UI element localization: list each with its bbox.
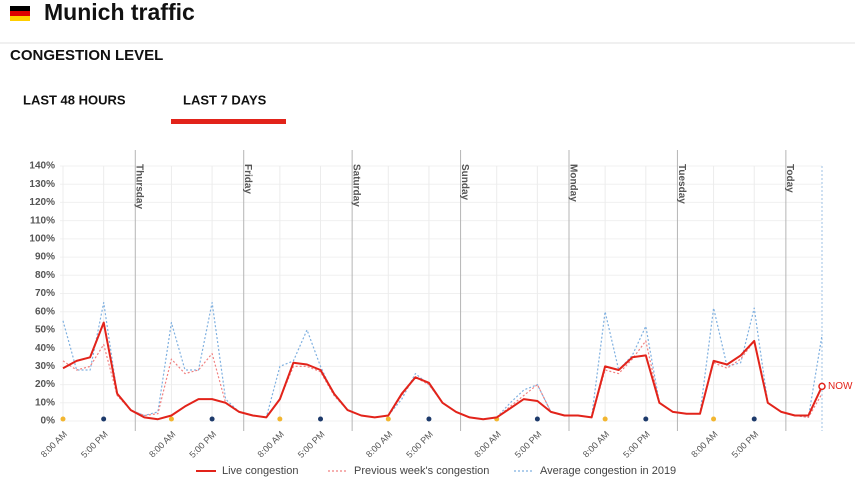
y-tick-label: 90% [35,252,55,263]
y-tick-label: 70% [35,288,55,299]
y-tick-label: 30% [35,361,55,372]
y-tick-label: 50% [35,325,55,336]
day-label: Friday [242,164,253,194]
y-tick-label: 100% [29,233,55,244]
time-dot [602,416,608,422]
x-tick-label: 5:00 PM [404,429,435,460]
day-label: Tuesday [676,164,687,204]
tab[interactable]: LAST 7 DAYS [183,92,267,107]
flag-stripe [10,11,30,16]
time-dot [385,416,391,422]
x-tick-label: 8:00 AM [256,429,286,459]
time-dot [751,416,757,422]
x-tick-label: 5:00 PM [513,429,544,460]
time-dot [209,416,215,422]
x-tick-label: 5:00 PM [621,429,652,460]
section-title: CONGESTION LEVEL [10,47,163,64]
day-label: Saturday [351,164,362,207]
active-tab-underline [171,119,286,124]
time-dot [711,416,717,422]
x-tick-label: 5:00 PM [296,429,327,460]
time-dot [101,416,107,422]
now-marker [818,382,826,391]
legend-label: Previous week's congestion [354,465,489,477]
time-dot [168,416,174,422]
y-tick-label: 80% [35,270,55,281]
x-tick-label: 5:00 PM [730,429,761,460]
y-tick-label: 10% [35,397,55,408]
day-label: Thursday [134,164,145,209]
day-label: Today [784,164,795,193]
x-tick-label: 5:00 PM [79,429,110,460]
series-line [62,321,823,421]
x-tick-label: 8:00 AM [39,429,69,459]
page-title: Munich traffic [44,0,195,25]
day-label: Monday [567,164,578,202]
x-tick-label: 8:00 AM [147,429,177,459]
x-tick-label: 8:00 AM [472,429,502,459]
x-tick-label: 8:00 AM [581,429,611,459]
y-tick-label: 140% [29,161,55,172]
y-tick-label: 40% [35,343,55,354]
time-dot [318,416,324,422]
time-dot [60,416,66,422]
x-tick-label: 8:00 AM [689,429,719,459]
y-tick-label: 110% [30,215,55,226]
flag-stripe [10,16,30,21]
x-tick-label: 5:00 PM [187,429,218,460]
time-dot [534,416,540,422]
day-label: Sunday [459,164,470,201]
time-dot [643,416,649,422]
time-dot [277,416,283,422]
now-label: NOW [828,381,853,392]
legend-label: Average congestion in 2019 [540,465,676,477]
legend-label: Live congestion [222,465,298,477]
flag-stripe [10,6,30,11]
y-tick-label: 60% [35,306,55,317]
time-dot [426,416,432,422]
y-tick-label: 20% [35,379,55,390]
tab[interactable]: LAST 48 HOURS [23,92,126,107]
y-tick-label: 130% [29,179,55,190]
y-tick-label: 120% [29,197,55,208]
y-tick-label: 0% [41,416,56,427]
x-tick-label: 8:00 AM [364,429,394,459]
